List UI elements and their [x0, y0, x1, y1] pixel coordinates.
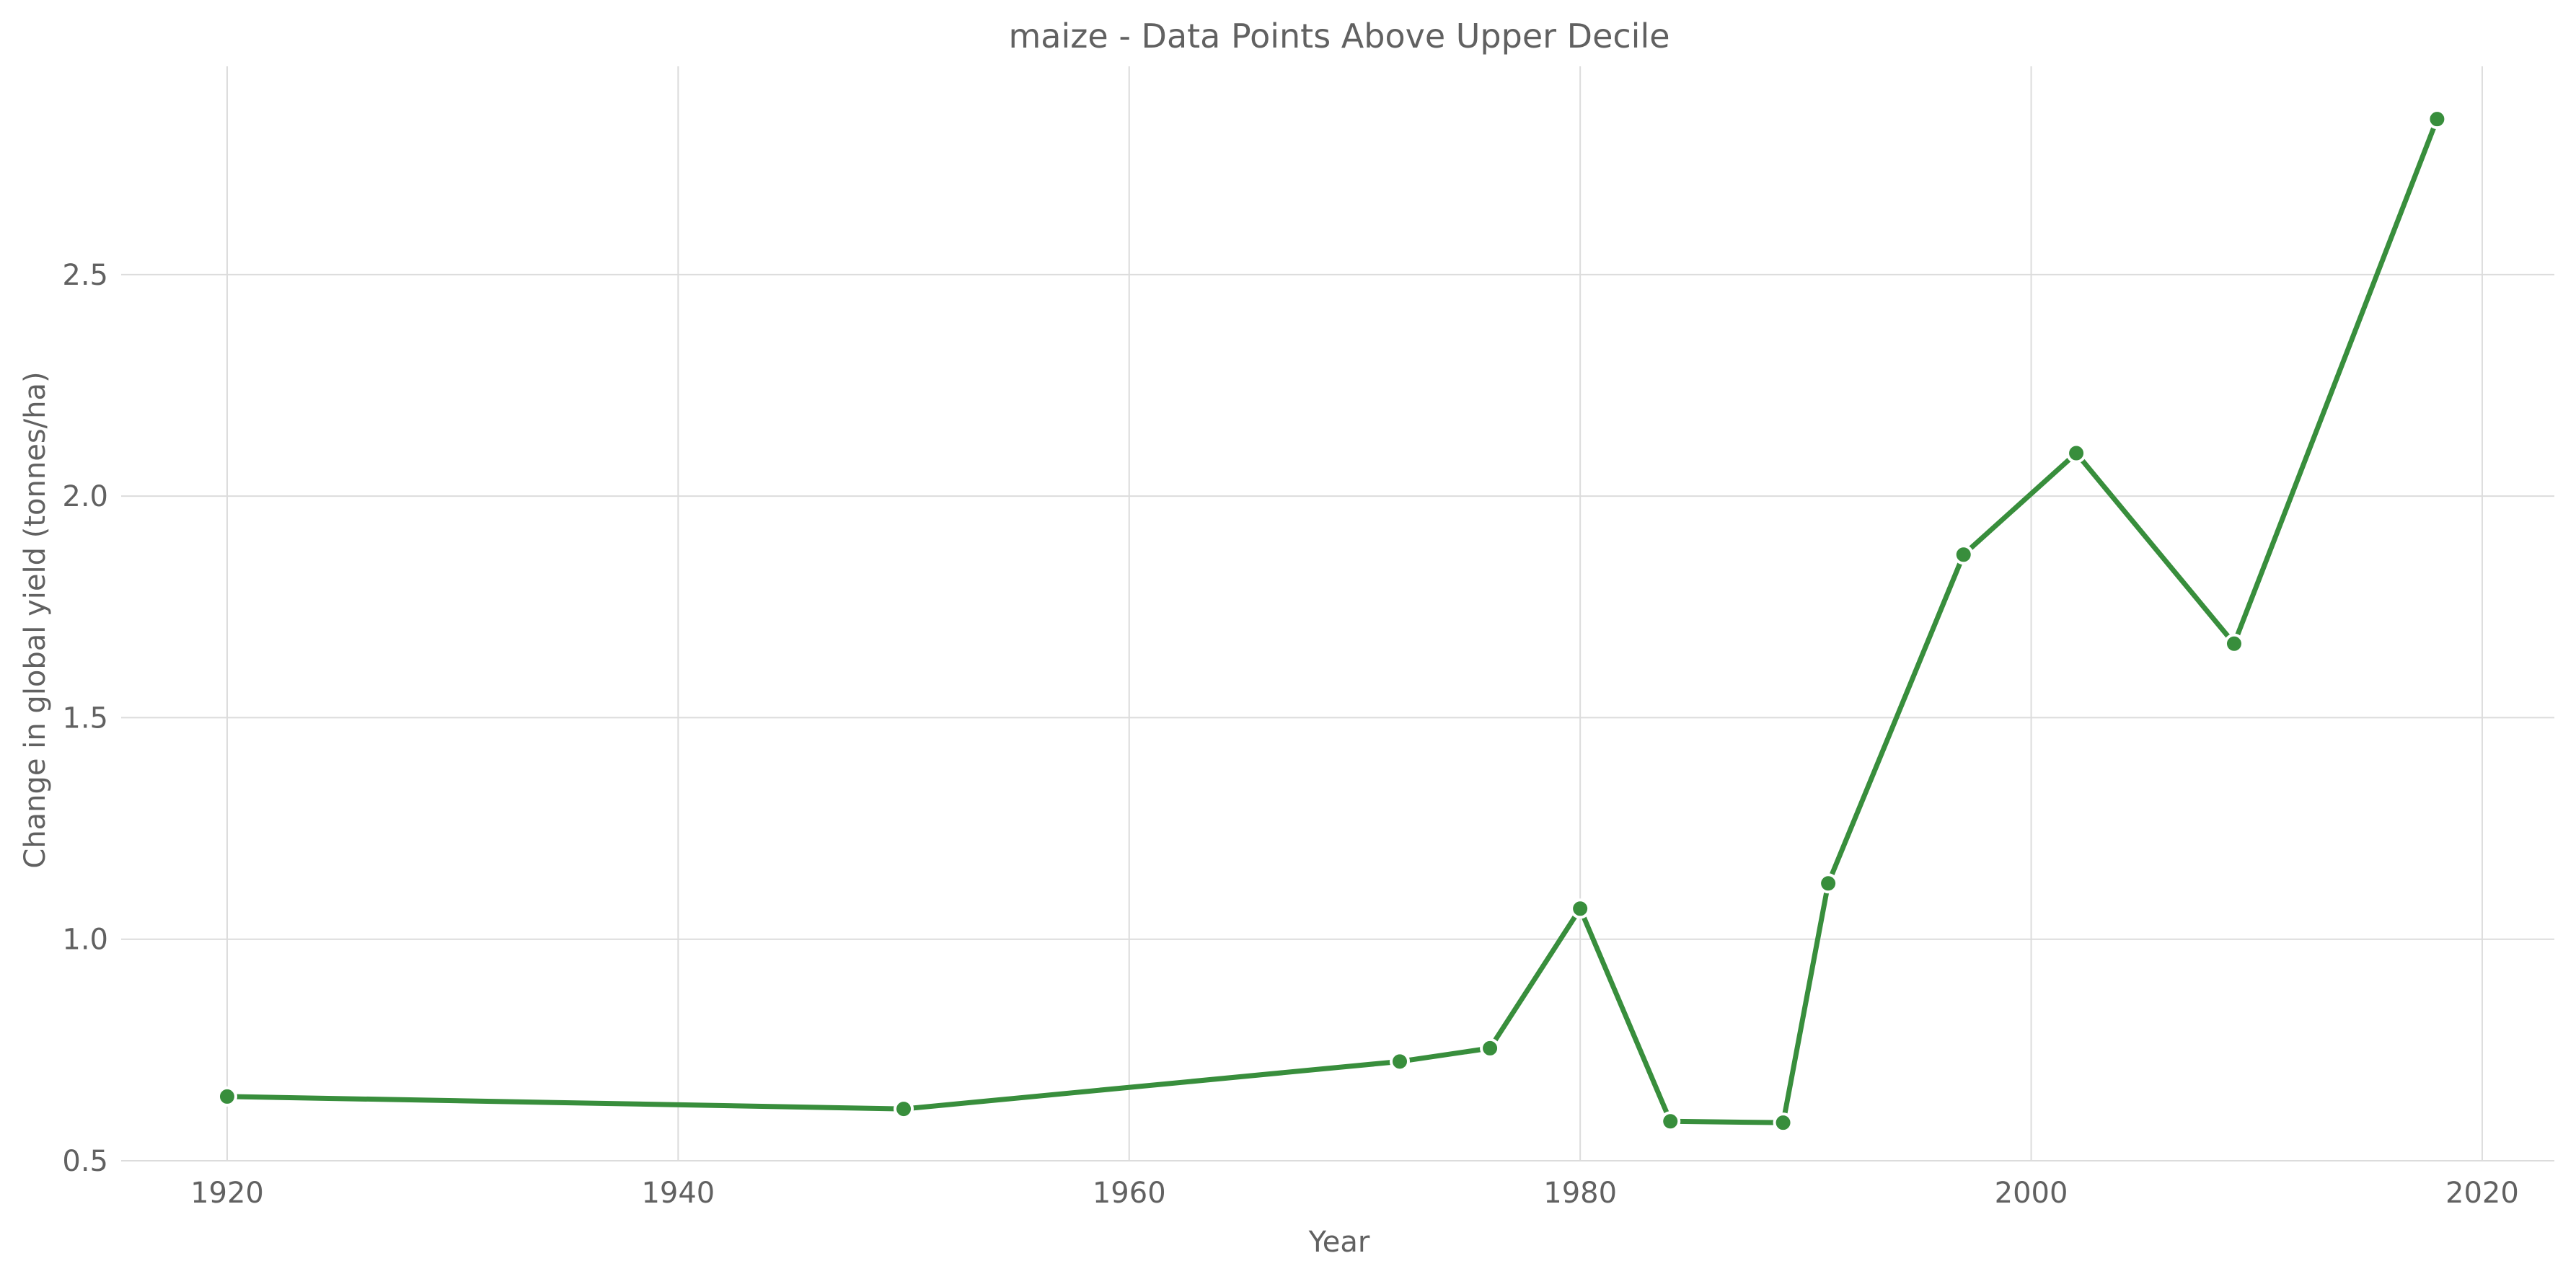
data-point-1920: [216, 1086, 237, 1107]
x-tick-label: 1980: [1543, 1177, 1617, 1210]
data-point-1980: [1570, 898, 1591, 919]
data-point-1997: [1953, 544, 1974, 565]
x-axis-label: Year: [1308, 1226, 1370, 1259]
y-tick-label: 2.0: [62, 480, 108, 513]
data-point-1972: [1389, 1051, 1410, 1072]
series-line-maize: [224, 116, 2440, 1125]
y-tick-labels: 0.5 1.0 1.5 2.0 2.5: [62, 259, 108, 1178]
x-tick-label: 2000: [1995, 1177, 2068, 1210]
data-point-2002: [2066, 443, 2087, 464]
data-point-1950: [894, 1099, 914, 1120]
x-tick-labels: 1920 1940 1960 1980 2000 2020: [190, 1177, 2519, 1210]
x-gridlines: [226, 66, 2483, 1161]
x-tick-label: 1960: [1093, 1177, 1166, 1210]
y-axis-label: Change in global yield (tonnes/ha): [19, 371, 52, 868]
x-tick-label: 1920: [190, 1177, 264, 1210]
x-tick-label: 1940: [641, 1177, 715, 1210]
y-gridlines: [121, 273, 2554, 1161]
y-tick-label: 1.0: [62, 924, 108, 957]
data-point-1976: [1480, 1037, 1501, 1058]
data-point-1989: [1773, 1112, 1794, 1133]
y-tick-label: 0.5: [62, 1145, 108, 1178]
data-point-1991: [1818, 873, 1839, 894]
y-tick-label: 2.5: [62, 259, 108, 292]
y-tick-label: 1.5: [62, 702, 108, 735]
data-point-1984: [1660, 1111, 1681, 1132]
chart-title: maize - Data Points Above Upper Decile: [1008, 17, 1669, 56]
data-point-2018: [2427, 109, 2448, 130]
x-tick-label: 2020: [2445, 1177, 2519, 1210]
series-maize: [216, 109, 2448, 1133]
data-point-2009: [2223, 633, 2244, 654]
